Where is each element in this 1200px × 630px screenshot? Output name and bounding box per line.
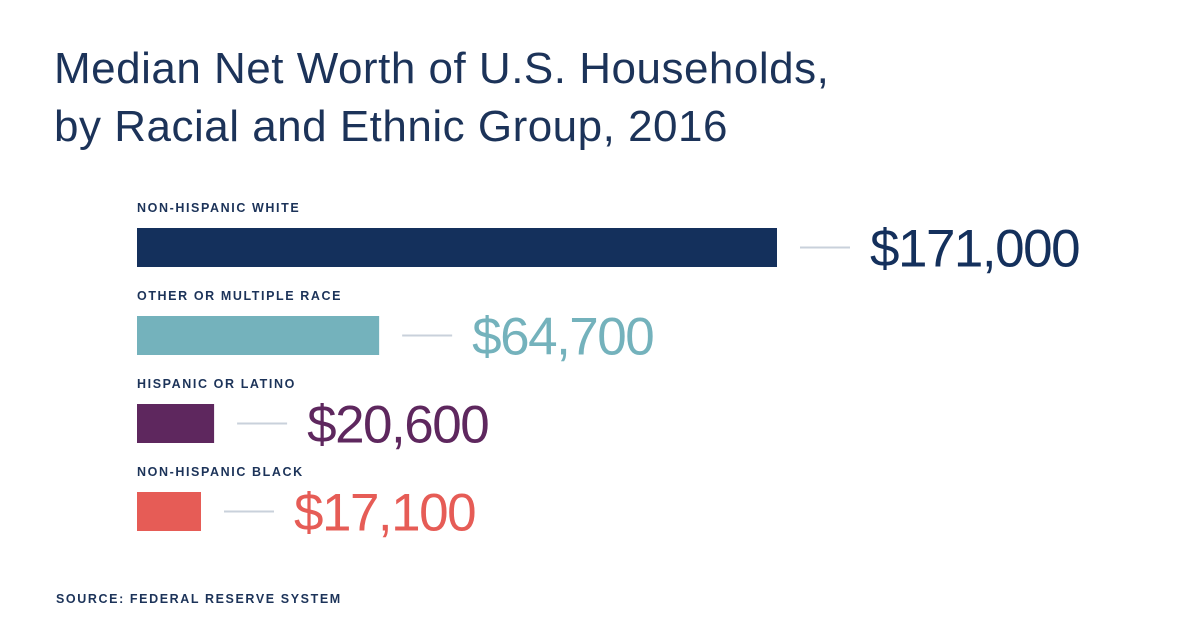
category-label: OTHER OR MULTIPLE RACE: [137, 289, 342, 303]
bar: [137, 404, 215, 443]
chart-title: Median Net Worth of U.S. Households, by …: [54, 40, 829, 156]
chart-title-line-1: Median Net Worth of U.S. Households,: [54, 44, 830, 93]
bar: [137, 228, 777, 267]
chart-title-line-2: by Racial and Ethnic Group, 2016: [54, 102, 728, 151]
category-label: NON-HISPANIC BLACK: [137, 465, 304, 479]
category-label: NON-HISPANIC WHITE: [137, 201, 300, 215]
category-label: HISPANIC OR LATINO: [137, 377, 296, 391]
bar: [137, 492, 201, 531]
value-label: $171,000: [870, 220, 1079, 279]
bar: [137, 316, 380, 355]
source-note: SOURCE: FEDERAL RESERVE SYSTEM: [56, 592, 342, 606]
value-label: $20,600: [307, 396, 488, 455]
value-label: $64,700: [472, 308, 653, 367]
value-label: $17,100: [294, 484, 475, 543]
